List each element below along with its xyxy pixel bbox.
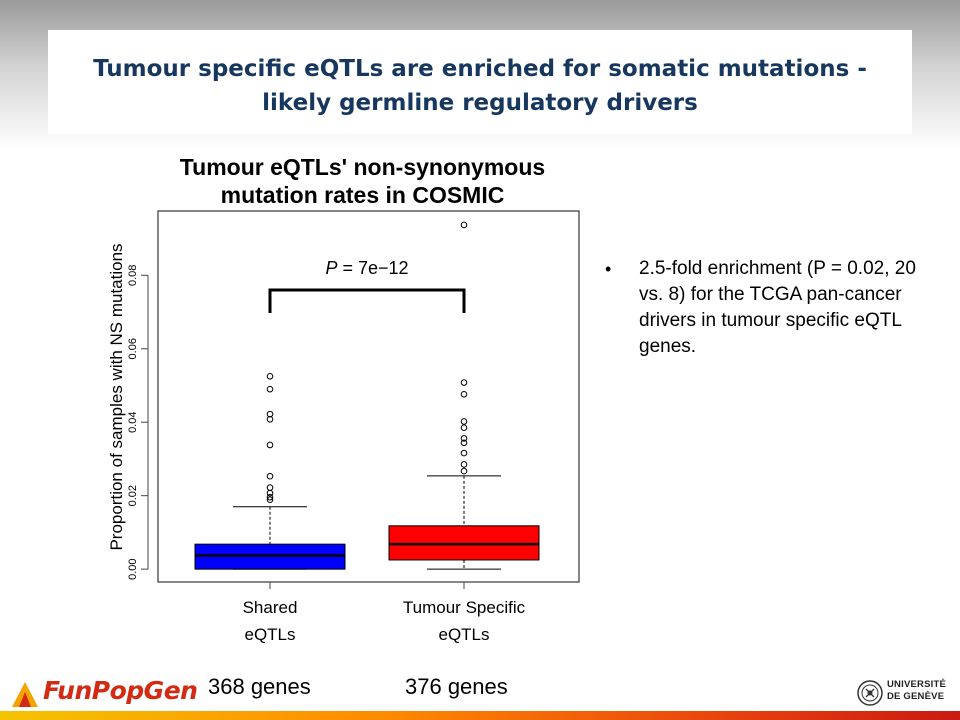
shared-genes-count: 368 genes <box>208 674 311 699</box>
y-tick-label: 0.08 <box>127 265 139 286</box>
funpopgen-logo-icon <box>12 682 38 707</box>
slide-title: Tumour specific eQTLs are enriched for s… <box>48 52 912 120</box>
y-axis-label: Proportion of samples with NS mutations <box>107 243 126 550</box>
slide-title-line-2: likely germline regulatory drivers <box>262 90 698 116</box>
outlier-point <box>266 372 274 380</box>
bullet-text: 2.5-fold enrichment (P = 0.02, 20 vs. 8)… <box>639 258 916 357</box>
university-name-line-1: UNIVERSITÉ <box>887 679 947 690</box>
outlier-point <box>460 439 468 447</box>
university-name-line-2: DE GENÈVE <box>887 691 945 702</box>
outlier-point <box>460 467 468 475</box>
funpopgen-logo-text: FunPopGen <box>43 676 198 705</box>
box <box>388 525 540 561</box>
outlier-point <box>460 390 468 398</box>
university-name: UNIVERSITÉ DE GENÈVE <box>887 679 946 703</box>
title-panel <box>48 30 912 134</box>
outlier-point <box>266 415 274 423</box>
outlier-point <box>266 496 274 504</box>
significance-bracket <box>268 288 466 313</box>
outlier-point <box>460 221 468 229</box>
chart-title-line-1: Tumour eQTLs' non-synonymous <box>179 154 546 180</box>
x-category-label: eQTLs <box>438 625 489 644</box>
outlier-point <box>460 418 468 425</box>
chart-title: Tumour eQTLs' non-synonymous mutation ra… <box>100 153 625 209</box>
p-value-label: P = 7e−12 <box>325 258 408 278</box>
outlier-point <box>266 484 274 491</box>
university-seal-icon <box>857 680 883 706</box>
outlier-point <box>460 379 468 386</box>
outlier-point <box>266 489 274 497</box>
outlier-point <box>460 424 468 432</box>
outlier-point <box>460 449 468 457</box>
outlier-point <box>266 493 274 501</box>
bullet-dot-icon: • <box>605 259 612 279</box>
specific-genes-count: 376 genes <box>405 674 508 699</box>
y-tick-label: 0.00 <box>127 558 139 579</box>
x-category-label: Tumour Specific <box>403 598 526 617</box>
slide-title-line-1: Tumour specific eQTLs are enriched for s… <box>93 56 867 82</box>
outlier-point <box>266 441 274 449</box>
university-logo: UNIVERSITÉ DE GENÈVE <box>857 678 957 708</box>
x-category-label: eQTLs <box>244 625 295 644</box>
x-category-label: Shared <box>243 598 298 617</box>
chart-title-line-2: mutation rates in COSMIC <box>220 182 505 208</box>
footer-accent-line <box>0 711 960 720</box>
bullet-list: • 2.5-fold enrichment (P = 0.02, 20 vs. … <box>605 256 945 360</box>
outlier-point <box>460 435 468 442</box>
bullet-item: • 2.5-fold enrichment (P = 0.02, 20 vs. … <box>605 256 945 360</box>
y-tick-label: 0.02 <box>127 485 139 506</box>
y-tick-label: 0.06 <box>127 338 139 359</box>
outlier-point <box>266 472 274 480</box>
outlier-point <box>266 385 274 393</box>
outlier-point <box>460 461 468 468</box>
y-tick-label: 0.04 <box>127 412 139 433</box>
